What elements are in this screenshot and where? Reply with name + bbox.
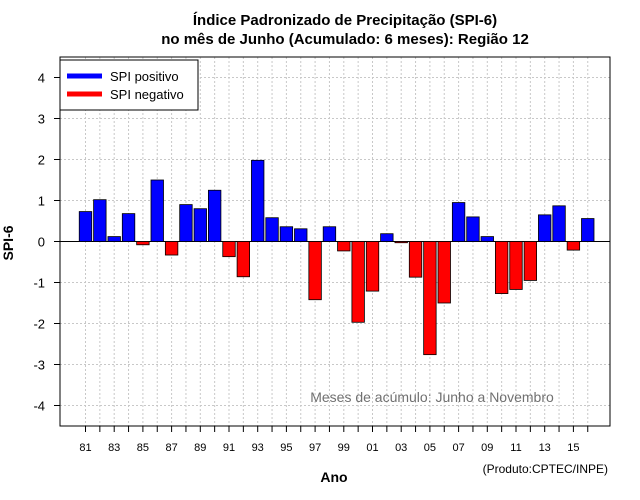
bar-1999 [337, 241, 351, 252]
accumulation-annotation: Meses de acúmulo: Junho a Novembro [310, 389, 554, 405]
bar-2003 [394, 241, 408, 244]
bar-2014 [552, 205, 566, 242]
x-tick-label: 99 [338, 442, 350, 454]
bar-1994 [265, 217, 279, 242]
bar-2009 [480, 236, 494, 242]
bar-2004 [408, 241, 423, 278]
bar-2002 [380, 233, 394, 242]
bar-2001 [365, 241, 380, 292]
bar-1983 [107, 236, 121, 242]
legend-box [59, 59, 199, 111]
bar-1988 [179, 204, 193, 242]
y-tick-label: 0 [38, 235, 45, 250]
bar-2005 [423, 241, 437, 356]
bar-1987 [164, 241, 179, 256]
bar-1993 [251, 159, 265, 242]
bar-1984 [121, 213, 136, 242]
bar-1982 [93, 199, 107, 242]
y-tick-label: -3 [33, 358, 45, 373]
bar-1992 [236, 241, 251, 278]
x-tick-label: 97 [309, 442, 321, 454]
bar-1981 [78, 211, 93, 242]
y-axis-label: SPI-6 [0, 225, 16, 260]
bar-1991 [222, 241, 236, 258]
y-tick-label: -4 [33, 399, 45, 414]
product-credit: (Produto:CPTEC/INPE) [483, 462, 608, 476]
y-tick-label: 2 [38, 153, 45, 168]
x-tick-label: 91 [223, 442, 235, 454]
bar-1985 [136, 241, 150, 246]
x-tick-label: 83 [108, 442, 120, 454]
y-tick-label: -1 [33, 276, 45, 291]
bar-2006 [437, 241, 451, 304]
bar-2013 [538, 214, 552, 242]
legend: SPI positivo SPI negativo [59, 59, 199, 111]
x-tick-label: 11 [510, 442, 521, 454]
bar-1990 [207, 189, 222, 242]
bars [78, 159, 595, 356]
y-tick-label: 4 [38, 71, 45, 86]
x-tick-label: 89 [194, 442, 206, 454]
bar-2000 [351, 241, 365, 323]
x-tick-label: 95 [280, 442, 292, 454]
x-tick-label: 85 [137, 442, 149, 454]
bar-1986 [150, 179, 164, 242]
bar-1995 [279, 226, 294, 242]
x-tick-label: 81 [79, 442, 91, 454]
x-tick-label: 05 [424, 442, 436, 454]
bar-2016 [581, 218, 595, 242]
bar-2015 [566, 241, 581, 251]
x-tick-label: 15 [567, 442, 579, 454]
bar-1997 [308, 241, 322, 301]
bar-1998 [322, 226, 337, 242]
x-tick-label: 13 [539, 442, 551, 454]
chart-subtitle: no mês de Junho (Acumulado: 6 meses): Re… [161, 31, 529, 48]
x-tick-label: 07 [452, 442, 464, 454]
x-tick-label: 01 [366, 442, 378, 454]
legend-label-negative: SPI negativo [110, 87, 184, 102]
bar-2007 [451, 202, 466, 242]
bar-2011 [509, 241, 523, 290]
x-tick-label: 93 [252, 442, 264, 454]
x-axis-label: Ano [320, 469, 347, 485]
y-tick-label: 3 [38, 112, 45, 127]
bar-2008 [466, 216, 480, 242]
x-axis: 81 83 85 87 89 91 93 95 97 99 01 03 05 07 09 11 13 15 [79, 426, 589, 454]
y-axis: -4 -3 -2 -1 0 1 2 3 4 [33, 71, 60, 414]
y-tick-label: -2 [33, 317, 45, 332]
bar-1996 [294, 228, 308, 242]
bar-1989 [193, 208, 207, 242]
x-tick-label: 87 [165, 442, 177, 454]
y-tick-label: 1 [38, 194, 45, 209]
chart-title: Índice Padronizado de Precipitação (SPI-… [193, 12, 497, 29]
x-tick-label: 03 [395, 442, 407, 454]
bar-2010 [494, 241, 509, 294]
x-tick-label: 09 [481, 442, 493, 454]
legend-label-positive: SPI positivo [110, 69, 179, 84]
bar-2012 [523, 241, 537, 281]
